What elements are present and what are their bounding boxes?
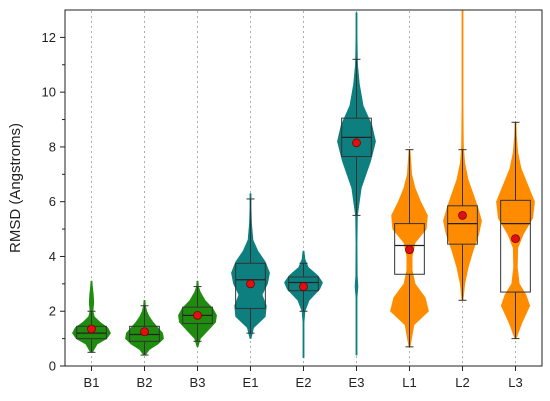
y-tick-label-10: 10	[42, 85, 56, 100]
y-tick-label-6: 6	[49, 194, 56, 209]
mean-marker-E3	[352, 138, 361, 148]
x-tick-label-B1: B1	[84, 375, 100, 390]
box-plots	[76, 58, 531, 356]
x-tick-label-L1: L1	[402, 375, 416, 390]
mean-markers	[87, 138, 520, 337]
y-axis-title: RMSD (Angstroms)	[7, 123, 24, 253]
x-tick-label-L3: L3	[508, 375, 522, 390]
mean-marker-E2	[299, 282, 308, 291]
mean-marker-L1	[405, 245, 414, 255]
mean-marker-L2	[458, 210, 467, 220]
x-tick-label-E3: E3	[349, 375, 365, 390]
x-tick-label-B2: B2	[137, 375, 153, 390]
x-tick-label-E2: E2	[296, 375, 312, 390]
box-E1	[235, 262, 266, 309]
y-tick-label-2: 2	[49, 304, 56, 319]
box-B2	[129, 325, 160, 342]
y-tick-label-4: 4	[49, 249, 56, 264]
violin-E1	[231, 193, 270, 339]
y-tick-label-12: 12	[42, 30, 56, 45]
y-axis: 0 2 4 6 8 10 12	[42, 30, 65, 374]
mean-marker-E1	[246, 279, 255, 289]
mean-marker-B3	[193, 310, 202, 320]
mean-marker-B2	[140, 327, 149, 337]
y-tick-label-0: 0	[49, 359, 56, 374]
x-tick-label-E1: E1	[243, 375, 259, 390]
box-L1	[394, 223, 425, 275]
mean-marker-B1	[87, 324, 96, 334]
x-axis: B1 B2 B3 E1 E2 E3 L1 L2 L3	[84, 366, 523, 390]
box-L3	[500, 199, 531, 293]
mean-marker-L3	[511, 234, 520, 244]
x-tick-label-B3: B3	[190, 375, 206, 390]
box-L2	[447, 205, 478, 245]
y-tick-label-8: 8	[49, 139, 56, 154]
x-tick-label-L2: L2	[455, 375, 469, 390]
